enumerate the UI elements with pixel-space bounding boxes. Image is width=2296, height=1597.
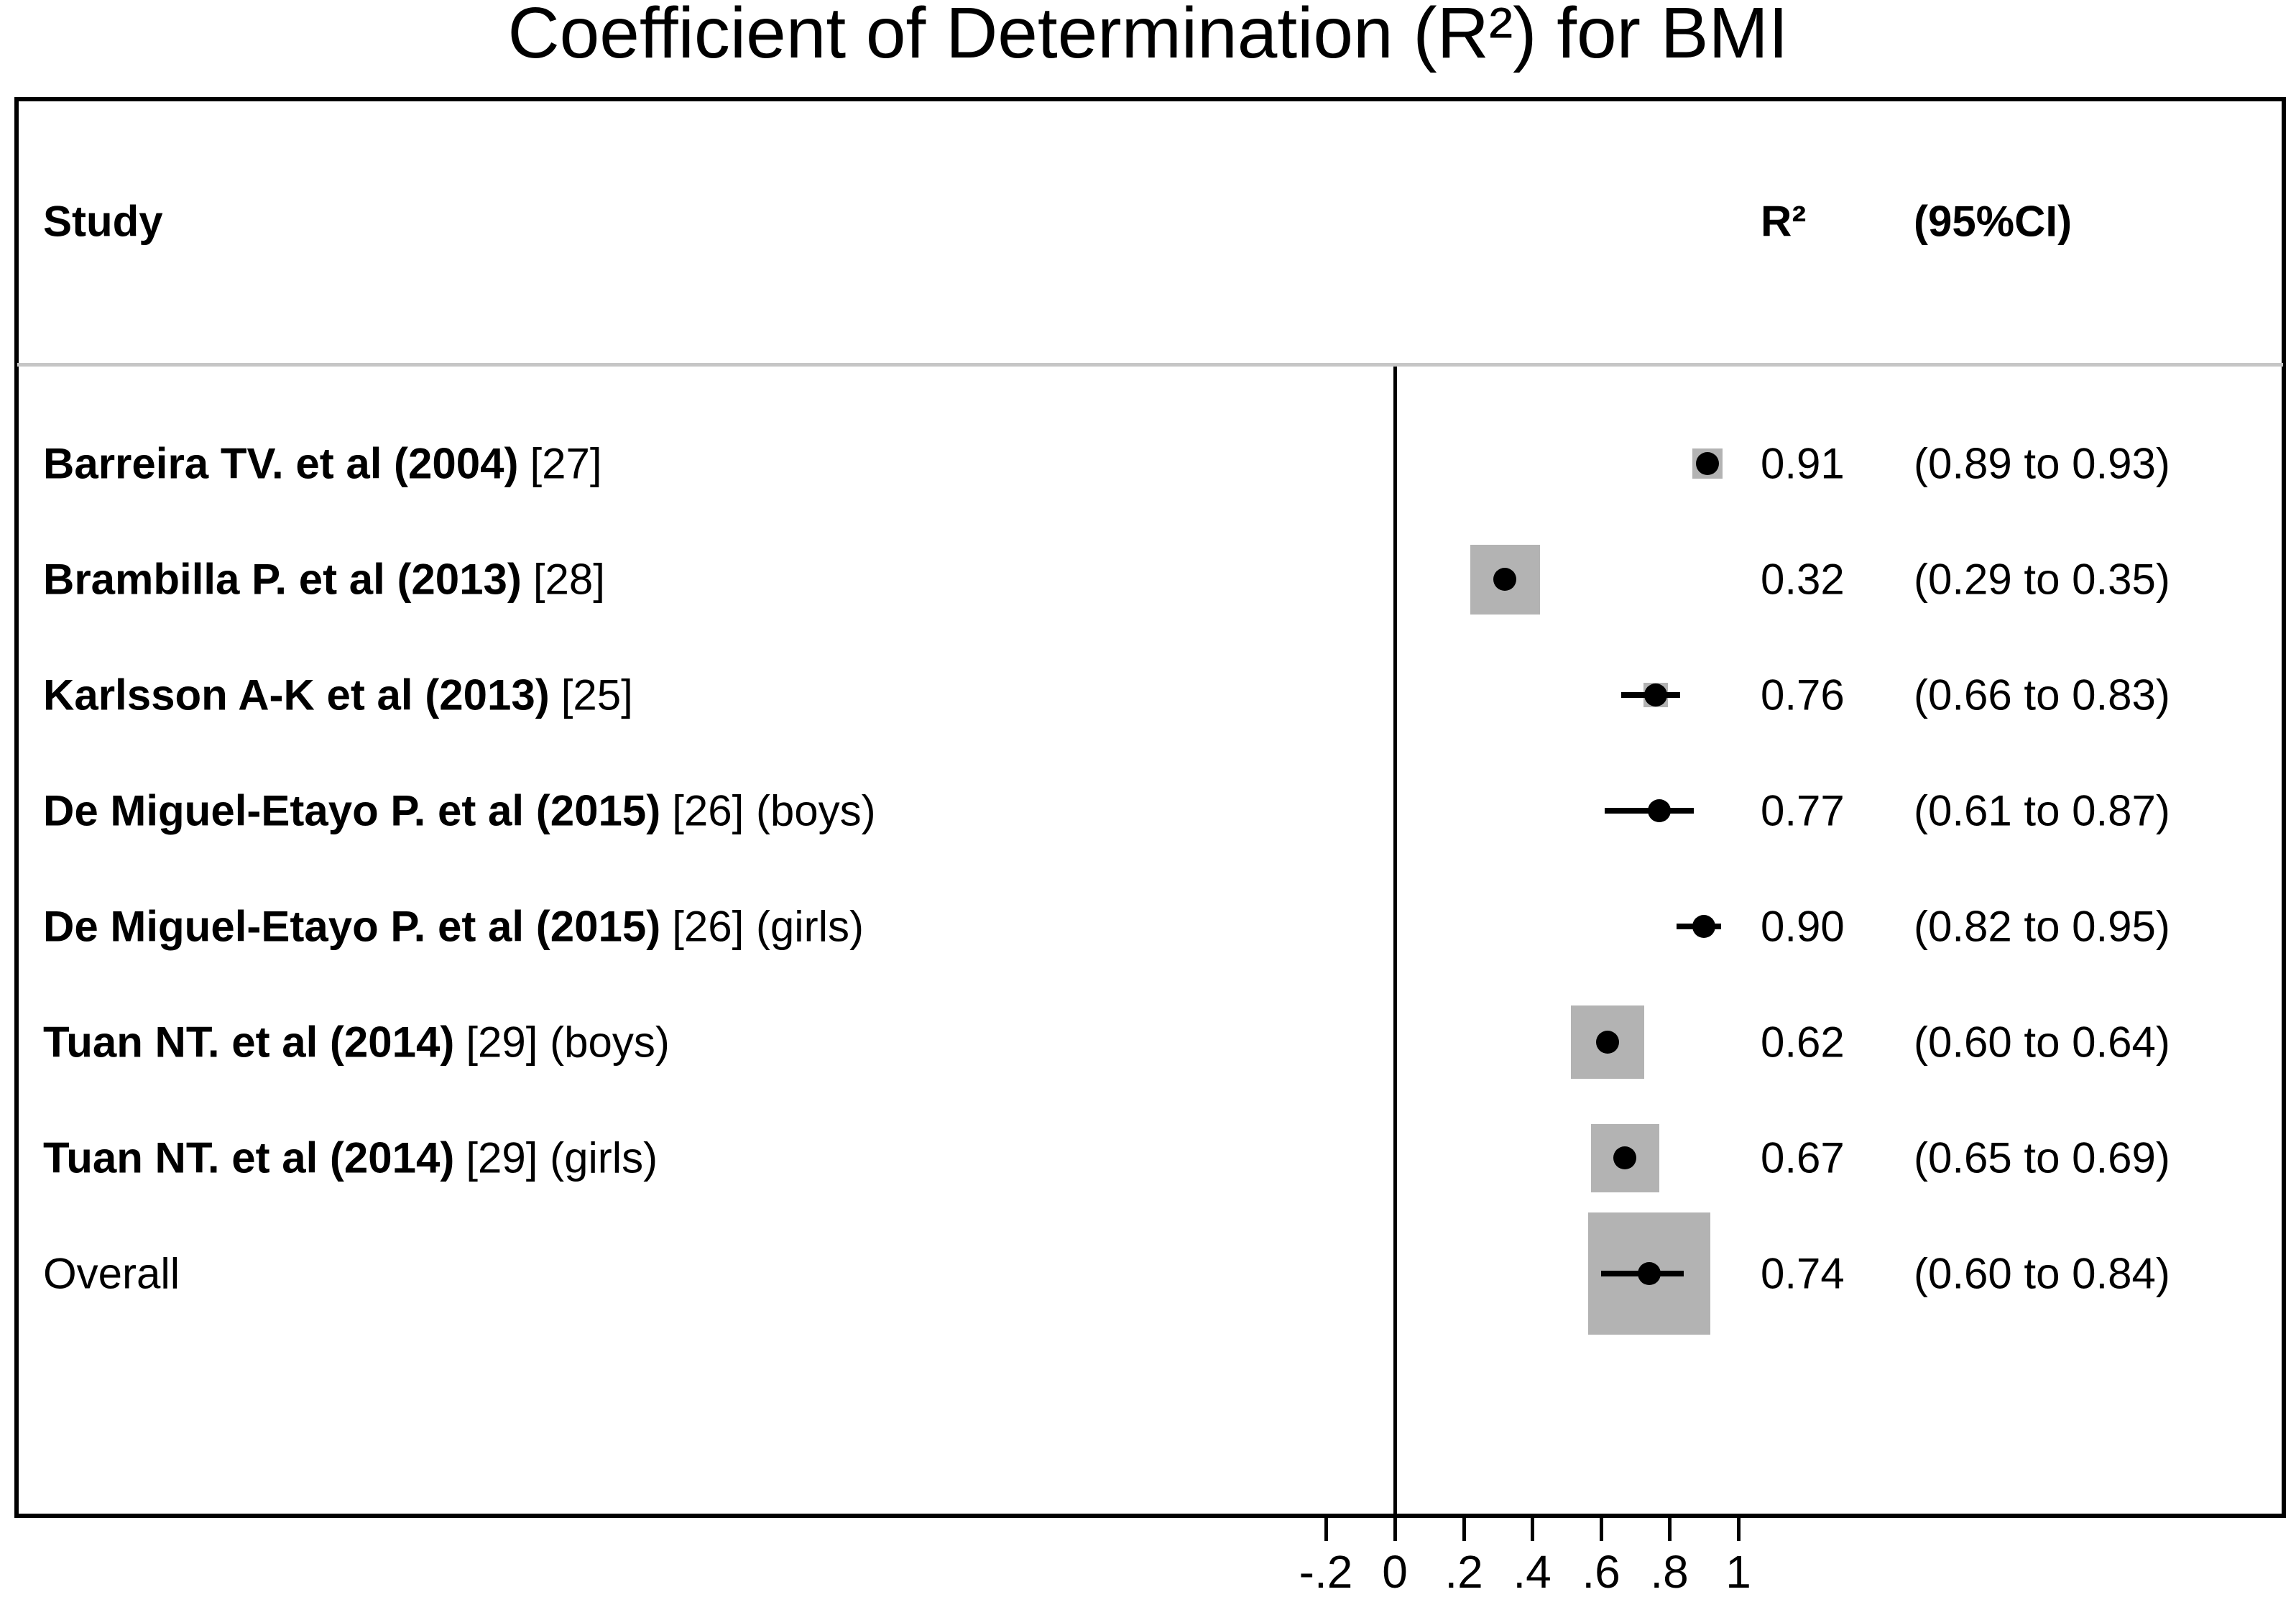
study-name: Tuan NT. et al (2014) [43, 1133, 455, 1182]
ci-value: (0.89 to 0.93) [1914, 439, 2170, 488]
estimate-dot [1692, 915, 1715, 938]
study-name: Overall [43, 1249, 180, 1298]
r2-value: 0.67 [1761, 1133, 1845, 1182]
axis-tick-label: -.2 [1299, 1546, 1353, 1597]
r2-value: 0.90 [1761, 902, 1845, 951]
axis-tick-label: .4 [1513, 1546, 1552, 1597]
study-reference: [29] (boys) [466, 1018, 670, 1067]
study-name: Tuan NT. et al (2014) [43, 1018, 455, 1067]
study-label: De Miguel-Etayo P. et al (2015) [26] (boy… [43, 786, 876, 836]
r2-value: 0.76 [1761, 671, 1845, 719]
axis-tick-label: 0 [1382, 1546, 1408, 1597]
study-name: Brambilla P. et al (2013) [43, 555, 522, 604]
axis-tick-label: .8 [1650, 1546, 1689, 1597]
axis-tick-label: .2 [1444, 1546, 1483, 1597]
study-reference: [28] [532, 555, 605, 604]
study-label: De Miguel-Etayo P. et al (2015) [26] (gir… [43, 902, 864, 952]
estimate-dot [1493, 568, 1516, 591]
column-header-r2: R² [1761, 197, 1807, 246]
study-name: Karlsson A-K et al (2013) [43, 671, 550, 719]
axis-tick [1531, 1518, 1534, 1541]
r2-value: 0.32 [1761, 555, 1845, 604]
estimate-dot [1596, 1031, 1619, 1054]
study-label: Brambilla P. et al (2013) [28] [43, 555, 605, 604]
ci-value: (0.65 to 0.69) [1914, 1133, 2170, 1182]
r2-value: 0.62 [1761, 1018, 1845, 1067]
chart-title: Coefficient of Determination (R²) for BM… [507, 0, 1789, 73]
axis-tick [1600, 1518, 1603, 1541]
estimate-dot [1644, 684, 1667, 707]
study-reference: [29] (girls) [466, 1133, 658, 1182]
axis-tick-label: .6 [1582, 1546, 1620, 1597]
axis-tick [1393, 1518, 1397, 1541]
zero-reference-line [1393, 367, 1397, 1514]
study-label: Tuan NT. et al (2014) [29] (boys) [43, 1018, 670, 1067]
estimate-dot [1613, 1146, 1636, 1169]
ci-value: (0.61 to 0.87) [1914, 786, 2170, 835]
ci-value: (0.29 to 0.35) [1914, 555, 2170, 604]
study-name: De Miguel-Etayo P. et al (2015) [43, 902, 661, 951]
header-separator-line [17, 363, 2283, 367]
study-label: Overall [43, 1249, 180, 1299]
ci-value: (0.60 to 0.64) [1914, 1018, 2170, 1067]
r2-value: 0.91 [1761, 439, 1845, 488]
axis-tick [1668, 1518, 1672, 1541]
ci-value: (0.60 to 0.84) [1914, 1249, 2170, 1298]
axis-tick [1737, 1518, 1741, 1541]
plot-frame [14, 97, 2286, 1518]
study-name: De Miguel-Etayo P. et al (2015) [43, 786, 661, 835]
study-reference: [27] [530, 439, 602, 488]
study-reference: [26] (boys) [672, 786, 876, 835]
axis-tick-label: 1 [1725, 1546, 1751, 1597]
estimate-dot [1648, 799, 1671, 822]
axis-tick [1324, 1518, 1328, 1541]
study-label: Karlsson A-K et al (2013) [25] [43, 671, 633, 720]
column-header-ci: (95%CI) [1914, 197, 2073, 246]
estimate-dot [1638, 1262, 1661, 1285]
study-label: Barreira TV. et al (2004) [27] [43, 439, 602, 489]
r2-value: 0.74 [1761, 1249, 1845, 1298]
axis-tick [1462, 1518, 1466, 1541]
study-reference: [25] [561, 671, 633, 719]
study-reference: [26] (girls) [672, 902, 864, 951]
ci-value: (0.66 to 0.83) [1914, 671, 2170, 719]
estimate-dot [1696, 452, 1719, 475]
study-name: Barreira TV. et al (2004) [43, 439, 519, 488]
study-label: Tuan NT. et al (2014) [29] (girls) [43, 1133, 658, 1183]
ci-value: (0.82 to 0.95) [1914, 902, 2170, 951]
column-header-study: Study [43, 197, 163, 246]
r2-value: 0.77 [1761, 786, 1845, 835]
